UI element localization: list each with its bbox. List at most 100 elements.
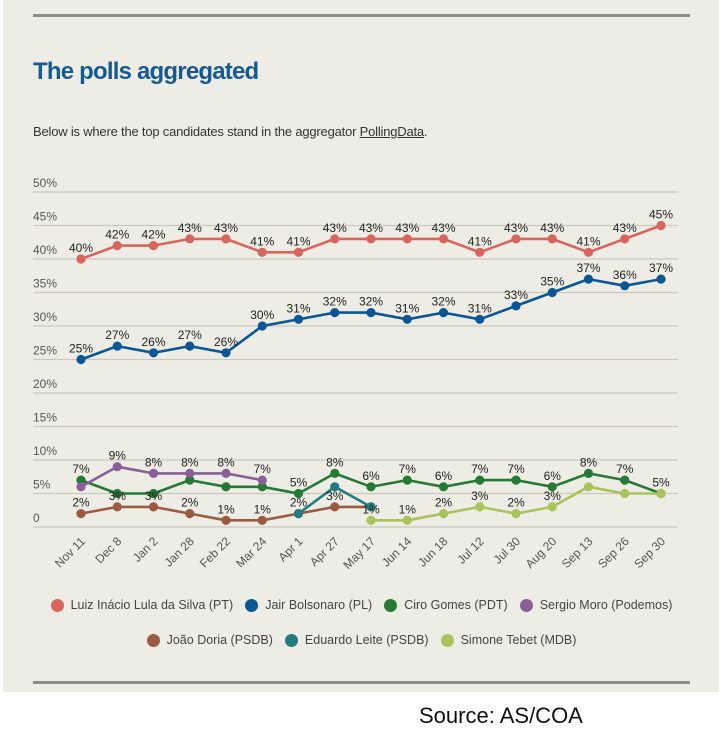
data-point-jair-bolsonaro <box>112 341 122 351</box>
data-label-luiz-inacio-lula-da-silva: 41% <box>286 234 310 248</box>
data-label-jair-bolsonaro: 26% <box>214 335 238 349</box>
y-tick-label: 45% <box>33 210 57 224</box>
data-point-luiz-inacio-lula-da-silva <box>475 247 485 257</box>
y-tick-label: 5% <box>33 478 51 492</box>
legend-swatch-icon <box>519 598 533 612</box>
data-point-joao-doria <box>257 515 267 525</box>
data-point-ciro-gomes <box>511 475 521 485</box>
legend-item-ciro-gomes[interactable]: Ciro Gomes (PDT) <box>384 598 508 612</box>
data-point-joao-doria <box>112 502 122 512</box>
data-label-simone-tebet: 2% <box>507 496 525 510</box>
legend-row-1: Luiz Inácio Lula da Silva (PT) Jair Bolso… <box>33 598 690 612</box>
pollingdata-link[interactable]: PollingData <box>359 124 424 139</box>
data-point-ciro-gomes <box>293 488 304 499</box>
data-point-ciro-gomes <box>475 475 485 485</box>
data-label-sergio-moro: 8% <box>145 455 163 469</box>
legend-swatch-icon <box>50 598 64 612</box>
y-tick-label: 30% <box>33 310 57 324</box>
data-point-luiz-inacio-lula-da-silva <box>221 234 231 244</box>
data-label-ciro-gomes: 7% <box>507 462 525 476</box>
legend-item-simone-tebet[interactable]: Simone Tebet (MDB) <box>440 633 577 647</box>
legend-label: Simone Tebet (MDB) <box>460 633 577 647</box>
series-line-sergio-moro <box>80 465 263 488</box>
data-label-joao-doria: 1% <box>254 502 272 516</box>
data-point-luiz-inacio-lula-da-silva <box>76 254 86 264</box>
x-tick-label: Jun 18 <box>415 534 451 570</box>
data-label-jair-bolsonaro: 33% <box>504 288 528 302</box>
y-tick-label: 25% <box>33 344 57 358</box>
data-label-jair-bolsonaro: 35% <box>540 275 564 289</box>
data-label-ciro-gomes: 6% <box>544 469 562 483</box>
data-label-joao-doria: 3% <box>145 489 163 503</box>
data-point-jair-bolsonaro <box>583 274 594 284</box>
data-point-jair-bolsonaro <box>221 348 231 358</box>
x-tick-label: Aug 20 <box>523 534 560 571</box>
subtitle-suffix: . <box>423 124 428 139</box>
data-label-jair-bolsonaro: 36% <box>613 268 637 282</box>
data-labels: 40% 42% 42% 43% 43% 41% 41% 43% 43% 43% 43% 41% 43% 4… <box>69 208 673 517</box>
data-point-eduardo-leite <box>330 482 340 492</box>
data-label-simone-tebet: 3% <box>544 489 562 503</box>
legend-row-2: João Doria (PSDB) Eduardo Leite (PSDB) Sim… <box>33 633 690 647</box>
data-label-jair-bolsonaro: 37% <box>576 261 600 275</box>
data-point-jair-bolsonaro <box>511 301 521 311</box>
x-tick-label: Dec 8 <box>92 534 124 566</box>
data-label-jair-bolsonaro: 31% <box>395 301 419 315</box>
data-point-luiz-inacio-lula-da-silva <box>438 234 449 244</box>
y-tick-label: 15% <box>33 411 57 425</box>
data-point-jair-bolsonaro <box>547 287 557 298</box>
data-point-ciro-gomes <box>185 475 195 485</box>
data-point-sergio-moro <box>112 462 122 472</box>
legend-label: Luiz Inácio Lula da Silva (PT) <box>70 598 234 612</box>
legend-item-joao-doria[interactable]: João Doria (PSDB) <box>146 633 273 647</box>
data-point-simone-tebet <box>620 488 630 499</box>
data-label-simone-tebet: 1% <box>362 502 380 516</box>
data-label-sergio-moro: 7% <box>254 462 272 476</box>
legend-item-sergio-moro[interactable]: Sergio Moro (Podemos) <box>519 598 672 612</box>
y-tick-label: 50% <box>33 176 57 190</box>
data-label-luiz-inacio-lula-da-silva: 45% <box>649 208 673 222</box>
data-point-jair-bolsonaro <box>656 274 666 284</box>
data-point-joao-doria <box>148 502 159 512</box>
data-label-ciro-gomes: 7% <box>471 462 489 476</box>
data-label-joao-doria: 3% <box>326 489 344 503</box>
data-label-luiz-inacio-lula-da-silva: 43% <box>540 221 564 235</box>
data-point-simone-tebet <box>583 482 594 492</box>
data-label-ciro-gomes: 7% <box>616 462 634 476</box>
x-tick-label: Sep 13 <box>559 534 596 571</box>
x-tick-label: Jan 2 <box>130 534 161 565</box>
data-label-jair-bolsonaro: 27% <box>178 328 202 342</box>
data-point-ciro-gomes <box>76 475 86 485</box>
data-label-ciro-gomes: 8% <box>580 455 598 469</box>
legend-item-luiz-inacio-lula-da-silva[interactable]: Luiz Inácio Lula da Silva (PT) <box>50 598 234 612</box>
chart-title: The polls aggregated <box>33 58 259 85</box>
data-label-luiz-inacio-lula-da-silva: 43% <box>504 221 528 235</box>
legend-item-eduardo-leite[interactable]: Eduardo Leite (PSDB) <box>284 633 429 647</box>
data-label-luiz-inacio-lula-da-silva: 43% <box>395 221 419 235</box>
data-label-luiz-inacio-lula-da-silva: 43% <box>178 221 202 235</box>
data-label-ciro-gomes: 5% <box>652 476 670 490</box>
data-point-jair-bolsonaro <box>76 354 86 365</box>
data-label-luiz-inacio-lula-da-silva: 43% <box>323 221 347 235</box>
data-label-joao-doria: 2% <box>181 496 199 510</box>
data-point-sergio-moro <box>148 468 159 478</box>
data-point-luiz-inacio-lula-da-silva <box>402 234 412 244</box>
data-point-luiz-inacio-lula-da-silva <box>185 234 195 244</box>
data-point-luiz-inacio-lula-da-silva <box>620 234 630 244</box>
data-point-simone-tebet <box>511 508 521 519</box>
data-point-eduardo-leite <box>293 508 304 519</box>
y-tick-label: 20% <box>33 377 57 391</box>
data-label-sergio-moro: 9% <box>109 449 127 463</box>
data-point-jair-bolsonaro <box>438 308 449 318</box>
data-point-simone-tebet <box>547 502 557 512</box>
data-label-jair-bolsonaro: 37% <box>649 261 673 275</box>
data-label-jair-bolsonaro: 30% <box>250 308 274 322</box>
data-point-jair-bolsonaro <box>293 314 304 324</box>
y-tick-label: 40% <box>33 243 57 257</box>
data-point-ciro-gomes <box>547 482 557 492</box>
data-label-luiz-inacio-lula-da-silva: 43% <box>214 221 238 235</box>
legend-item-jair-bolsonaro[interactable]: Jair Bolsonaro (PL) <box>245 598 372 612</box>
data-label-joao-doria: 1% <box>217 502 235 516</box>
data-label-jair-bolsonaro: 27% <box>105 328 129 342</box>
data-point-jair-bolsonaro <box>475 314 485 324</box>
